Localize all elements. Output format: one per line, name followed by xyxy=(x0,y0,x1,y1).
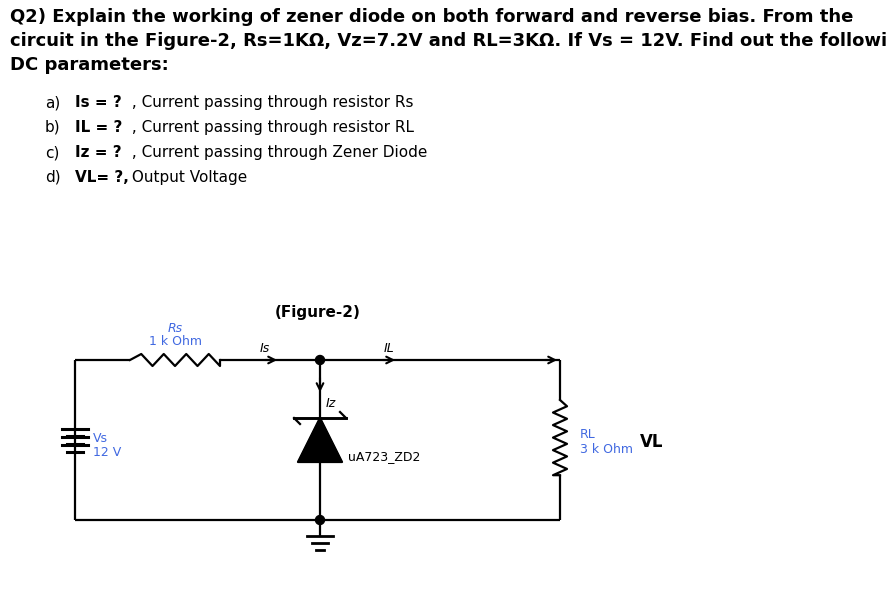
Text: uA723_ZD2: uA723_ZD2 xyxy=(348,450,420,463)
Text: , Current passing through resistor RL: , Current passing through resistor RL xyxy=(127,120,414,135)
Text: RL: RL xyxy=(580,427,596,441)
Text: Is: Is xyxy=(260,342,270,355)
Text: Iz: Iz xyxy=(326,397,337,410)
Text: , Current passing through resistor Rs: , Current passing through resistor Rs xyxy=(127,95,414,110)
Text: Iz = ?: Iz = ? xyxy=(75,145,122,160)
Text: 12 V: 12 V xyxy=(93,446,122,459)
Text: VL= ?,: VL= ?, xyxy=(75,170,129,185)
Text: Is = ?: Is = ? xyxy=(75,95,122,110)
Text: Rs: Rs xyxy=(168,322,183,335)
Text: c): c) xyxy=(45,145,59,160)
Text: a): a) xyxy=(45,95,60,110)
Text: IL = ?: IL = ? xyxy=(75,120,123,135)
Text: Output Voltage: Output Voltage xyxy=(127,170,247,185)
Circle shape xyxy=(315,356,324,365)
Text: (Figure-2): (Figure-2) xyxy=(274,305,361,320)
Text: Q2) Explain the working of zener diode on both forward and reverse bias. From th: Q2) Explain the working of zener diode o… xyxy=(10,8,853,26)
Text: 1 k Ohm: 1 k Ohm xyxy=(148,335,202,348)
Text: d): d) xyxy=(45,170,60,185)
Text: 3 k Ohm: 3 k Ohm xyxy=(580,443,633,455)
Circle shape xyxy=(315,516,324,525)
Text: VL: VL xyxy=(640,433,663,451)
Text: Vs: Vs xyxy=(93,432,108,445)
Text: , Current passing through Zener Diode: , Current passing through Zener Diode xyxy=(127,145,427,160)
Text: circuit in the Figure-2, Rs=1KΩ, Vz=7.2V and RL=3KΩ. If Vs = 12V. Find out the f: circuit in the Figure-2, Rs=1KΩ, Vz=7.2V… xyxy=(10,32,888,50)
Text: DC parameters:: DC parameters: xyxy=(10,56,169,74)
Text: IL: IL xyxy=(384,342,395,355)
Text: b): b) xyxy=(45,120,60,135)
Polygon shape xyxy=(298,418,342,462)
